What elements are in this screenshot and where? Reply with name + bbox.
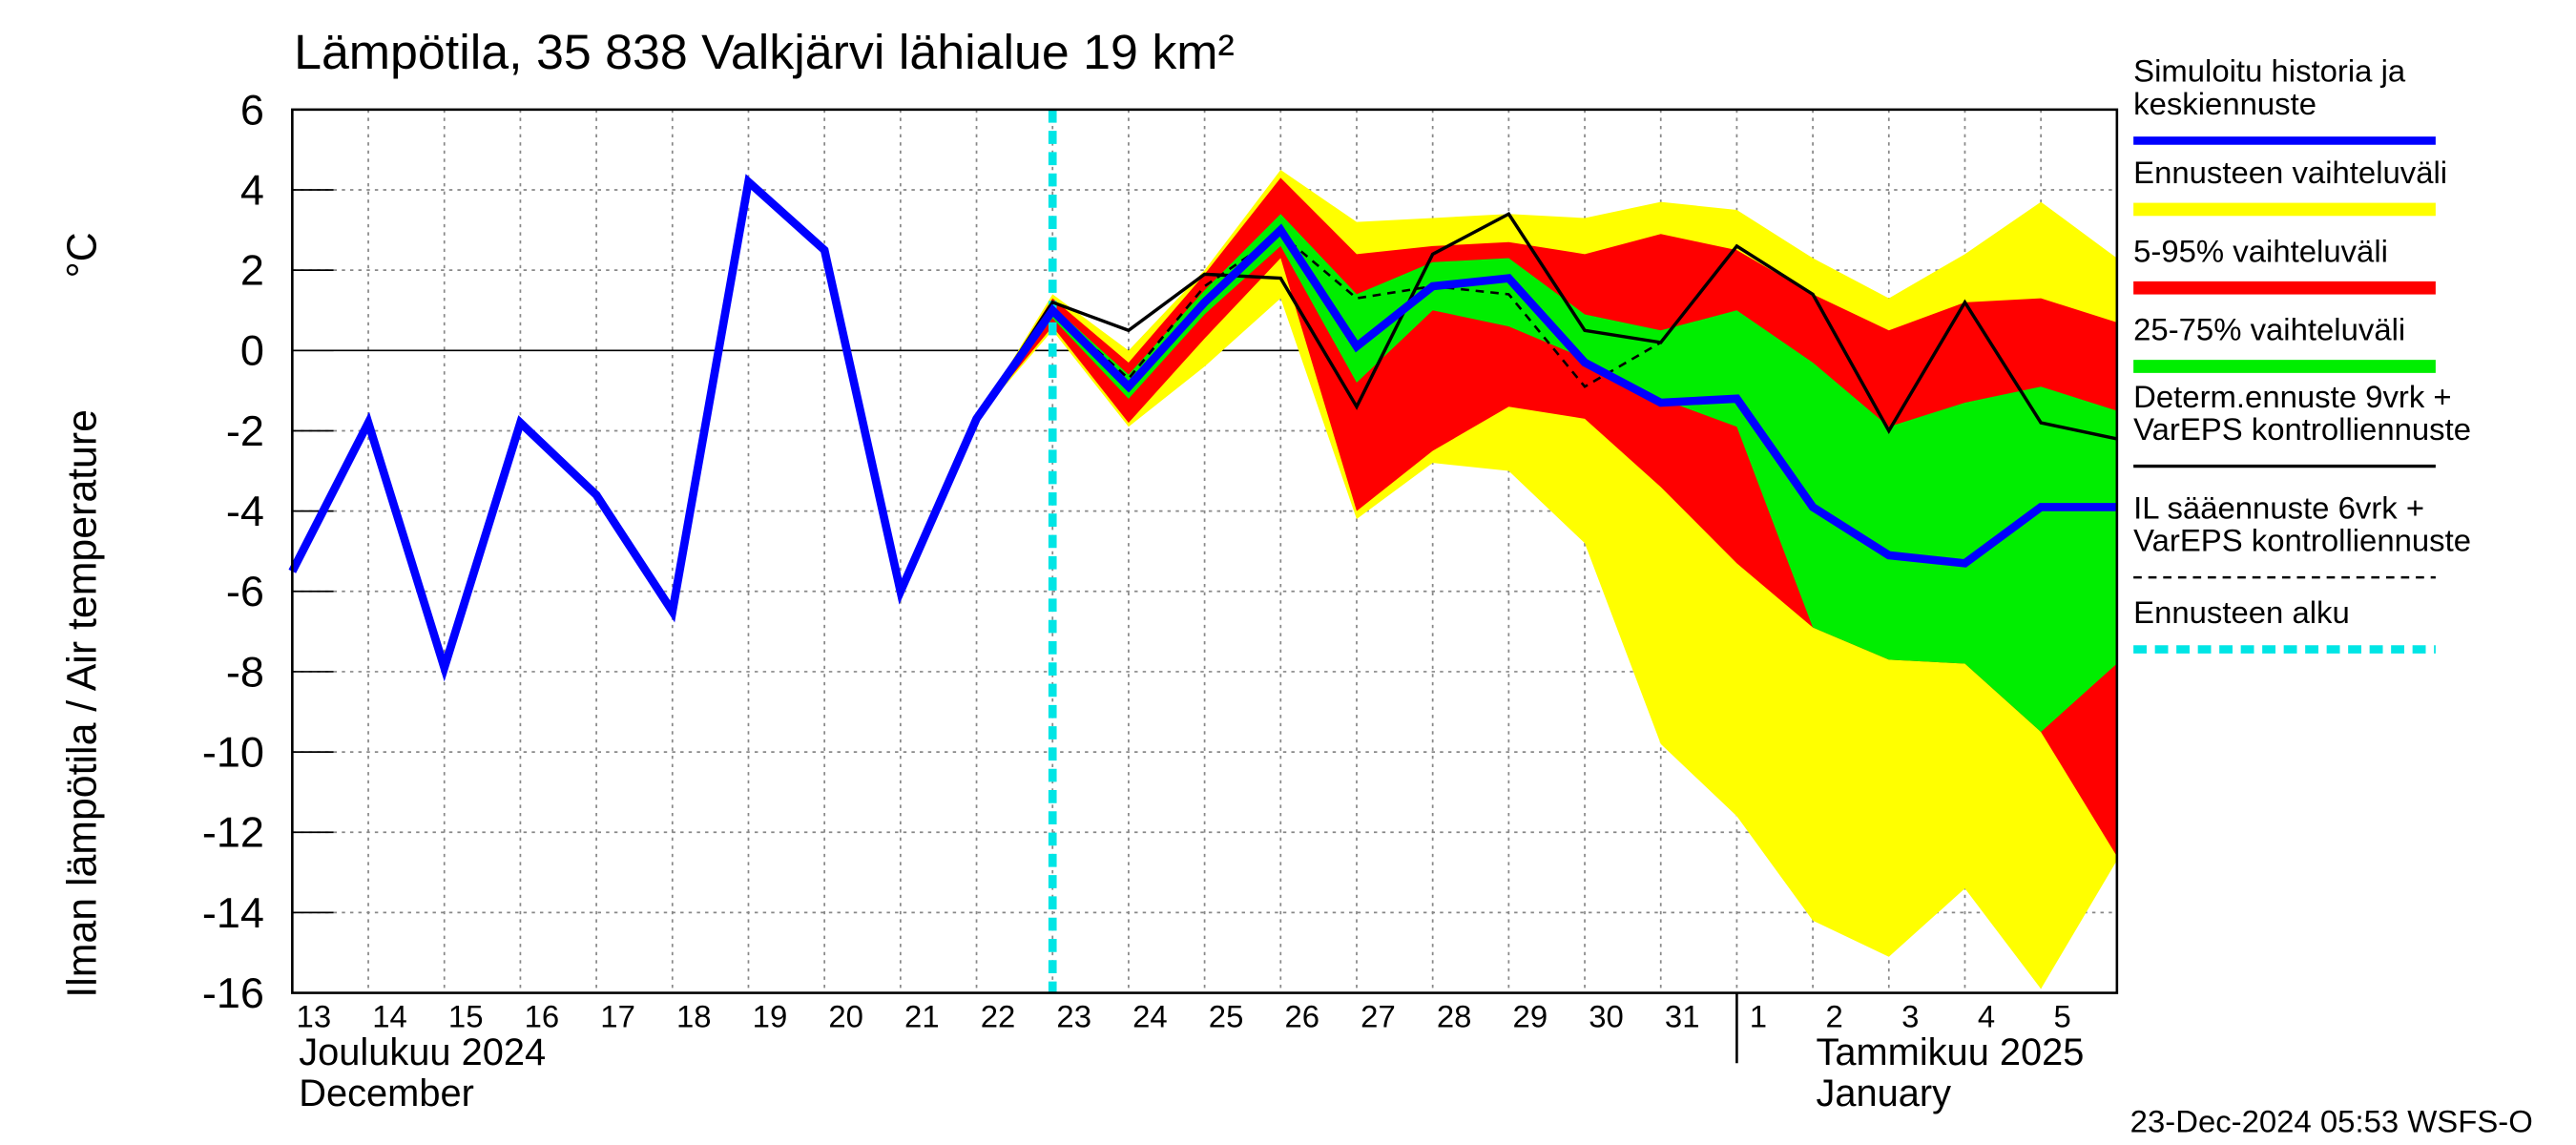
x-tick-label: 19: [753, 999, 788, 1034]
x-tick-label: 24: [1132, 999, 1168, 1034]
x-tick-label: 27: [1361, 999, 1396, 1034]
month-label: December: [299, 1072, 474, 1114]
legend-label: IL sääennuste 6vrk +: [2133, 490, 2424, 526]
y-tick-label: -4: [226, 488, 264, 535]
legend-label: Ennusteen alku: [2133, 594, 2350, 630]
y-tick-label: 6: [240, 86, 264, 134]
y-tick-label: -6: [226, 568, 264, 615]
y-tick-label: -14: [202, 889, 264, 937]
legend-swatch: [2133, 202, 2436, 217]
legend-label: Ennusteen vaihteluväli: [2133, 155, 2447, 190]
y-tick-label: -12: [202, 809, 264, 857]
y-tick-label: 2: [240, 247, 264, 295]
legend-swatch: [2133, 281, 2436, 295]
x-tick-label: 13: [297, 999, 332, 1034]
x-tick-label: 29: [1513, 999, 1548, 1034]
range-band: [976, 177, 2117, 857]
y-tick-label: -10: [202, 729, 264, 777]
x-tick-label: 1: [1750, 999, 1767, 1034]
timestamp: 23-Dec-2024 05:53 WSFS-O: [2130, 1103, 2533, 1138]
y-tick-label: 4: [240, 167, 264, 215]
legend-label: 5-95% vaihteluväli: [2133, 233, 2388, 268]
legend-swatch: [2133, 360, 2436, 373]
x-tick-label: 16: [525, 999, 560, 1034]
legend-label: VarEPS kontrolliennuste: [2133, 411, 2471, 447]
legend-label: Determ.ennuste 9vrk +: [2133, 379, 2451, 414]
chart-title: Lämpötila, 35 838 Valkjärvi lähialue 19 …: [294, 24, 1235, 79]
x-tick-label: 2: [1825, 999, 1842, 1034]
series-line: [899, 212, 2118, 593]
month-label: January: [1816, 1072, 1951, 1114]
plot-frame: [291, 108, 2119, 994]
y-tick-label: -8: [226, 649, 264, 697]
x-tick-label: 5: [2054, 999, 2071, 1034]
y-tick-label: 0: [240, 327, 264, 375]
legend-label: keskiennuste: [2133, 86, 2316, 121]
x-tick-label: 28: [1437, 999, 1472, 1034]
x-tick-label: 3: [1901, 999, 1919, 1034]
y-axis-unit: °C: [59, 232, 105, 278]
x-tick-label: 26: [1284, 999, 1319, 1034]
legend-label: 25-75% vaihteluväli: [2133, 312, 2405, 347]
x-tick-label: 25: [1209, 999, 1244, 1034]
x-tick-label: 18: [676, 999, 712, 1034]
month-label: Joulukuu 2024: [299, 1031, 546, 1073]
y-axis-label: Ilman lämpötila / Air temperature: [59, 409, 105, 998]
x-tick-label: 17: [600, 999, 635, 1034]
series-line: [288, 174, 2117, 682]
y-tick-label: -16: [202, 969, 264, 1017]
y-tick-label: -2: [226, 407, 264, 455]
x-tick-label: 14: [372, 999, 407, 1034]
x-tick-label: 15: [448, 999, 484, 1034]
range-band: [976, 214, 2117, 733]
x-tick-label: 20: [828, 999, 863, 1034]
month-label: Tammikuu 2025: [1816, 1031, 2084, 1073]
x-tick-label: 4: [1978, 999, 1995, 1034]
x-tick-label: 31: [1665, 999, 1700, 1034]
x-tick-label: 23: [1056, 999, 1091, 1034]
legend-label: Simuloitu historia ja: [2133, 53, 2406, 89]
x-tick-label: 21: [904, 999, 940, 1034]
x-tick-label: 22: [981, 999, 1016, 1034]
x-tick-label: 30: [1589, 999, 1624, 1034]
legend-label: VarEPS kontrolliennuste: [2133, 523, 2471, 558]
